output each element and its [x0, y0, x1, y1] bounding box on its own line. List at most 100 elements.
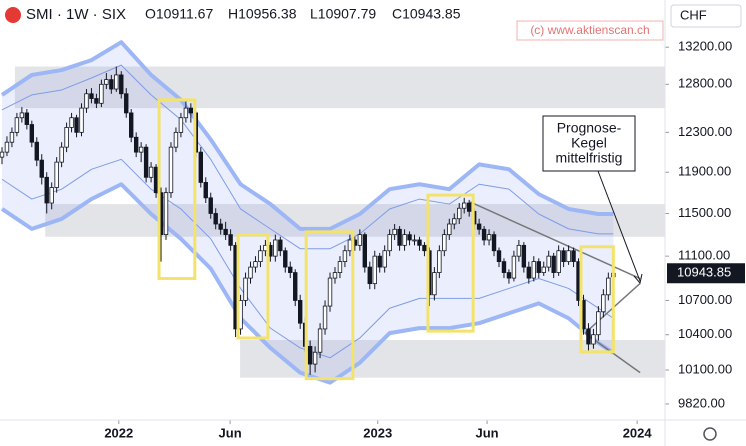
- candle-body: [4, 141, 10, 153]
- watermark-box: [516, 20, 664, 41]
- candle-body: [462, 202, 467, 209]
- highlight-box: [426, 193, 475, 333]
- candle-body: [556, 250, 561, 273]
- candle-body: [551, 255, 556, 273]
- currency[interactable]: CHF: [680, 7, 707, 22]
- candle-body: [347, 239, 353, 252]
- candle-body: [392, 228, 397, 236]
- candle-body: [223, 228, 228, 236]
- candle-body: [34, 141, 39, 161]
- currency-button[interactable]: [670, 4, 742, 28]
- candle-body: [601, 294, 606, 313]
- annotation: Prognose-: [557, 120, 622, 136]
- candle-body: [546, 255, 551, 268]
- ohlc-open: O10911.67: [145, 6, 213, 22]
- candle-body: [74, 117, 79, 133]
- candle-body: [109, 79, 114, 90]
- candle-body: [198, 151, 203, 183]
- symbol: SMI · 1W · SIX: [26, 6, 126, 23]
- watermark: (c) www.aktienscan.ch: [530, 23, 649, 37]
- candle-body: [248, 266, 253, 279]
- band-area: [1, 42, 614, 383]
- candle-body: [377, 255, 382, 268]
- y-tick-label: 11500.00: [678, 205, 731, 220]
- y-tick-label: 12800.00: [678, 76, 732, 91]
- candle-body: [422, 244, 427, 252]
- candle-body: [44, 176, 49, 204]
- candle-body: [79, 107, 84, 133]
- candle-body: [397, 228, 402, 246]
- candle-body: [501, 261, 507, 273]
- candle-body: [24, 112, 30, 125]
- candle-body: [119, 74, 124, 95]
- candle-body: [526, 266, 532, 279]
- candle-body: [402, 234, 407, 246]
- candle-body: [213, 213, 218, 225]
- candle-body: [208, 197, 213, 214]
- candle-body: [521, 244, 527, 268]
- candle-body: [143, 146, 149, 178]
- candle-body: [327, 277, 333, 307]
- candle-body: [307, 345, 313, 365]
- candle-body: [452, 218, 457, 225]
- last-price-label: 10943.85: [677, 265, 731, 280]
- symbol-logo: [5, 7, 21, 23]
- candle-body: [89, 93, 94, 99]
- y-tick-label: 10100.00: [678, 361, 732, 376]
- candle-body: [566, 250, 571, 263]
- candle-body: [0, 151, 5, 158]
- candle-body: [407, 234, 412, 241]
- arrow-head: [633, 273, 643, 285]
- candle-body: [297, 300, 303, 324]
- candle-body: [372, 255, 377, 285]
- highlight-box: [157, 98, 197, 281]
- settings-icon[interactable]: [703, 427, 717, 441]
- candle-body: [218, 223, 223, 230]
- highlight-box: [236, 233, 270, 340]
- candle-body: [183, 107, 189, 119]
- candle-body: [163, 192, 169, 236]
- candle-body: [104, 79, 109, 85]
- candle-body: [173, 131, 179, 148]
- candle-body: [367, 266, 372, 285]
- candle-body: [283, 250, 288, 268]
- candle-body: [561, 250, 566, 263]
- candle-body: [188, 107, 194, 114]
- candle-body: [466, 202, 472, 212]
- candle-body: [491, 234, 497, 252]
- candle-body: [387, 234, 392, 252]
- candle-body: [153, 166, 159, 194]
- candle-body: [124, 93, 129, 114]
- candle-body: [447, 223, 452, 236]
- annotation: mittelfristig: [556, 150, 623, 166]
- candle-body: [516, 244, 522, 257]
- candle-body: [337, 261, 343, 273]
- candle-body: [541, 266, 546, 273]
- annotation: Kegel: [571, 135, 607, 151]
- candle-body: [288, 266, 293, 273]
- annotation-arrow: [597, 170, 641, 282]
- y-tick-label: 11900.00: [678, 164, 731, 179]
- candle-body: [476, 223, 482, 230]
- candle-body: [64, 127, 69, 148]
- candle-body: [432, 272, 437, 296]
- candle-body: [14, 117, 20, 133]
- ohlc-close: C10943.85: [392, 6, 461, 22]
- candle-body: [178, 117, 184, 133]
- candle-body: [571, 250, 576, 263]
- band-line: [0, 40, 614, 231]
- candle-body: [596, 311, 601, 336]
- x-tick-label: Jun: [476, 425, 499, 440]
- candle-body: [228, 234, 233, 246]
- plot: 9820.00 10100.00 10400.00 10700.00 11100.00 1…: [0, 39, 732, 440]
- candle-body: [94, 98, 99, 104]
- candle-body: [506, 272, 512, 279]
- y-tick-label: 12300.00: [678, 124, 732, 139]
- candle-body: [133, 136, 139, 153]
- candle-body: [114, 74, 119, 90]
- annotation-box: [542, 115, 636, 172]
- candle-body: [29, 124, 35, 143]
- candle-body: [9, 131, 15, 143]
- x-tick-label: 2024: [623, 425, 653, 440]
- y-tick-label: 13200.00: [678, 39, 732, 54]
